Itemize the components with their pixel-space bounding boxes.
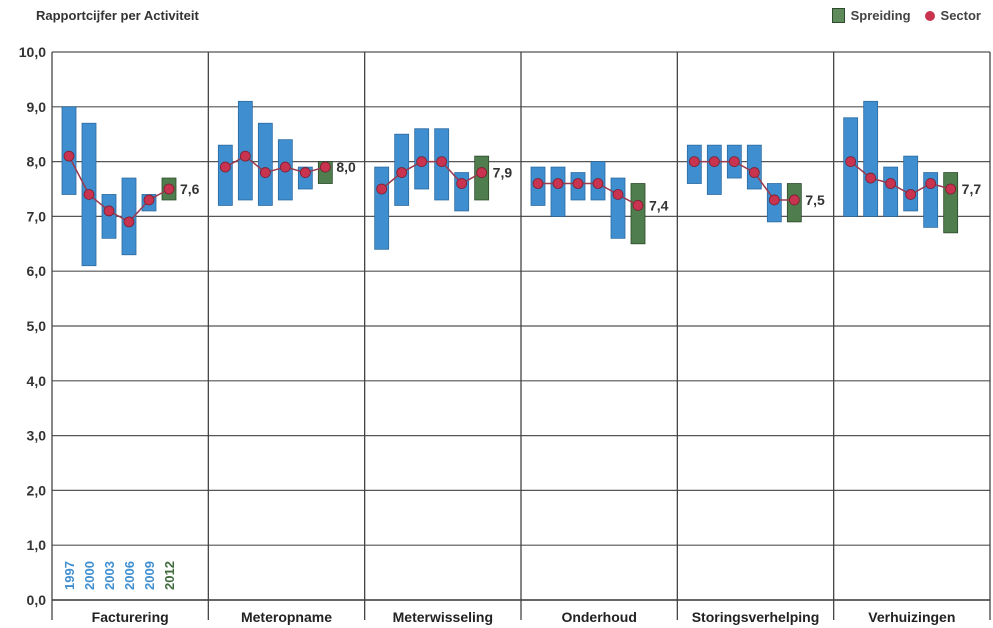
sector-point-storingsverhelping-1997	[688, 156, 700, 168]
range-bar-verhuizingen-2003	[883, 166, 899, 217]
sector-point-meteropname-1997	[219, 161, 231, 173]
x-category-label: Verhuizingen	[868, 609, 955, 625]
sector-point-facturering-2006	[123, 216, 135, 228]
sector-point-storingsverhelping-2003	[728, 156, 740, 168]
range-bar-verhuizingen-2000	[863, 100, 879, 217]
sector-point-meterwisseling-2009	[456, 178, 468, 189]
sector-point-verhuizingen-2006	[905, 189, 917, 200]
sector-point-verhuizingen-2009	[925, 178, 937, 189]
range-bar-onderhoud-2009	[610, 177, 626, 239]
y-tick-label: 9,0	[27, 99, 47, 115]
range-bar-facturering-2003	[101, 194, 117, 239]
sector-point-onderhoud-2012	[632, 200, 644, 211]
final-value-label: 7,9	[493, 165, 513, 181]
sector-point-onderhoud-2000	[552, 178, 564, 189]
range-bar-facturering-1997	[61, 106, 77, 195]
sector-point-verhuizingen-2012	[945, 183, 957, 195]
sector-point-storingsverhelping-2009	[768, 194, 780, 206]
y-tick-label: 7,0	[27, 208, 47, 224]
sector-point-onderhoud-2003	[572, 178, 584, 189]
year-label: 2006	[122, 561, 137, 590]
sector-point-facturering-2003	[103, 205, 115, 217]
sector-point-storingsverhelping-2006	[748, 167, 760, 178]
final-value-label: 8,0	[336, 159, 356, 175]
sector-point-verhuizingen-2003	[885, 178, 897, 189]
sector-point-meteropname-2000	[239, 150, 251, 162]
y-tick-label: 3,0	[27, 428, 47, 444]
y-tick-label: 10,0	[19, 44, 46, 60]
sector-point-meterwisseling-1997	[376, 183, 388, 195]
sector-point-verhuizingen-2000	[865, 172, 877, 184]
legend-spreiding-label: Spreiding	[850, 8, 911, 23]
y-tick-label: 4,0	[27, 373, 47, 389]
range-bar-meteropname-1997	[217, 144, 233, 206]
range-bar-facturering-2006	[121, 177, 137, 256]
final-value-label: 7,6	[180, 181, 200, 197]
y-tick-label: 1,0	[27, 537, 47, 553]
y-tick-label: 8,0	[27, 154, 47, 170]
range-bar-onderhoud-2000	[550, 166, 566, 217]
sector-point-onderhoud-2006	[592, 178, 604, 189]
range-bar-verhuizingen-2006	[903, 155, 919, 212]
sector-point-facturering-2000	[83, 189, 95, 200]
legend-spreiding-swatch	[831, 8, 845, 23]
x-category-label: Meteropname	[241, 609, 332, 625]
final-value-label: 7,4	[649, 197, 669, 213]
final-value-label: 7,7	[962, 181, 982, 197]
sector-point-facturering-2009	[143, 194, 155, 206]
y-tick-label: 5,0	[27, 318, 47, 334]
x-category-label: Facturering	[92, 609, 169, 625]
year-label: 1997	[62, 561, 77, 590]
sector-point-meteropname-2006	[279, 161, 291, 173]
y-tick-label: 0,0	[27, 592, 47, 608]
sector-point-meterwisseling-2012	[476, 167, 488, 178]
sector-point-meteropname-2009	[299, 167, 311, 178]
sector-point-verhuizingen-1997	[845, 156, 857, 168]
range-bar-storingsverhelping-2006	[746, 144, 762, 190]
legend-sector-label: Sector	[940, 8, 981, 23]
sector-point-storingsverhelping-2000	[708, 156, 720, 168]
x-category-label: Storingsverhelping	[692, 609, 820, 625]
sector-point-meterwisseling-2006	[436, 156, 448, 168]
legend: Spreiding Sector	[831, 8, 981, 23]
chart-title: Rapportcijfer per Activiteit	[36, 8, 199, 23]
y-tick-label: 2,0	[27, 482, 47, 498]
range-bar-storingsverhelping-2000	[706, 144, 722, 195]
range-bar-verhuizingen-1997	[843, 117, 859, 217]
sector-point-meteropname-2003	[259, 167, 271, 178]
year-label: 2009	[142, 561, 157, 590]
final-value-label: 7,5	[805, 192, 825, 208]
sector-point-facturering-2012	[163, 183, 175, 195]
x-category-label: Onderhoud	[561, 609, 636, 625]
range-bar-meteropname-2003	[257, 122, 273, 206]
range-bar-meterwisseling-2012	[474, 155, 490, 201]
year-label: 2000	[82, 561, 97, 590]
year-label: 2003	[102, 561, 117, 590]
legend-sector-marker	[924, 10, 935, 21]
x-category-label: Meterwisseling	[393, 609, 493, 625]
range-bar-onderhoud-2012	[630, 183, 646, 245]
range-bar-verhuizingen-2012	[943, 172, 959, 234]
sector-point-storingsverhelping-2012	[788, 194, 800, 206]
range-bar-meterwisseling-1997	[374, 166, 390, 250]
sector-point-meterwisseling-2003	[416, 156, 428, 168]
sector-point-onderhoud-2009	[612, 189, 624, 200]
sector-point-meterwisseling-2000	[396, 167, 408, 178]
range-bar-meteropname-2000	[237, 100, 253, 201]
sector-point-onderhoud-1997	[532, 178, 544, 189]
sector-point-meteropname-2012	[319, 161, 331, 173]
sector-point-facturering-1997	[63, 150, 75, 162]
y-tick-label: 6,0	[27, 263, 47, 279]
year-label: 2012	[162, 561, 177, 590]
